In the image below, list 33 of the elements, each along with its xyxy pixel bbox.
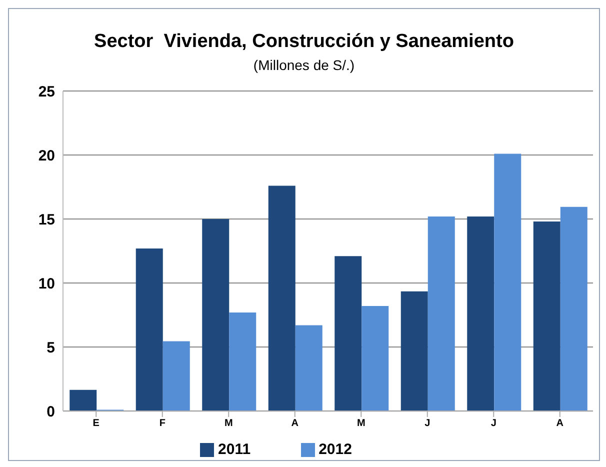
bar — [202, 219, 230, 411]
y-tick-label: 15 — [38, 211, 55, 228]
bar — [136, 248, 163, 411]
bar — [560, 206, 588, 411]
y-tick-label: 5 — [46, 339, 55, 356]
legend-label: 2012 — [318, 441, 352, 458]
bar — [494, 154, 522, 411]
bar — [162, 341, 190, 411]
bar — [400, 291, 428, 411]
bar — [362, 306, 389, 411]
bar — [268, 186, 296, 411]
bar — [533, 222, 560, 411]
x-tick-label: A — [291, 418, 298, 430]
bar — [428, 216, 455, 411]
x-tick-label: J — [490, 418, 496, 430]
y-tick-label: 25 — [38, 83, 55, 100]
bar — [467, 216, 494, 411]
x-tick-label: E — [92, 418, 100, 430]
chart-subtitle: (Millones de S/.) — [252, 57, 356, 73]
chart-title: Sector Vivienda, Construcción y Saneamiento — [93, 31, 515, 53]
legend-label: 2011 — [218, 441, 251, 458]
y-tick-label: 20 — [38, 147, 55, 164]
bar — [70, 390, 97, 411]
x-tick-label: M — [356, 418, 366, 430]
x-tick-label: A — [556, 418, 564, 430]
y-tick-label: 10 — [38, 275, 55, 292]
bar — [229, 312, 256, 411]
y-tick-label: 0 — [46, 403, 55, 420]
x-tick-label: J — [424, 418, 430, 430]
x-tick-label: F — [159, 418, 166, 430]
bar — [334, 256, 362, 411]
x-tick-label: M — [224, 418, 233, 430]
bar — [295, 325, 322, 411]
